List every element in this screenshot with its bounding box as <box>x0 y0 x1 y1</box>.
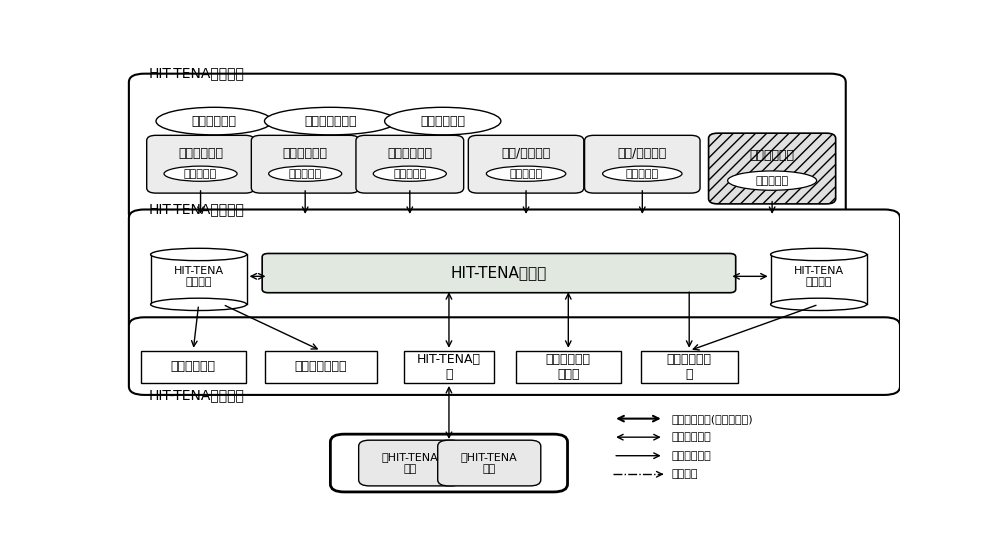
Text: 数据采集与回
放工具: 数据采集与回 放工具 <box>546 353 591 381</box>
FancyBboxPatch shape <box>251 136 359 193</box>
FancyBboxPatch shape <box>356 136 464 193</box>
FancyBboxPatch shape <box>129 209 900 333</box>
Ellipse shape <box>151 298 247 311</box>
Text: 中间件代理: 中间件代理 <box>626 169 659 179</box>
FancyBboxPatch shape <box>262 254 736 293</box>
Text: 单向数据传输: 单向数据传输 <box>671 451 711 461</box>
Text: 虚拟试验资源: 虚拟试验资源 <box>192 115 237 128</box>
Text: 半实物试验资源: 半实物试验资源 <box>304 115 357 128</box>
Text: HIT-TENA中间件: HIT-TENA中间件 <box>451 265 547 281</box>
Polygon shape <box>151 254 247 305</box>
Ellipse shape <box>164 166 237 181</box>
Ellipse shape <box>771 248 867 260</box>
Text: 数据档案管理
器: 数据档案管理 器 <box>667 353 712 381</box>
Bar <box>265 351 377 383</box>
Text: 非HIT-TENA
系统: 非HIT-TENA 系统 <box>382 452 439 474</box>
FancyBboxPatch shape <box>359 440 462 486</box>
Text: HIT-TENA
数据档案: HIT-TENA 数据档案 <box>794 265 844 287</box>
Text: 中间件代理: 中间件代理 <box>756 176 789 185</box>
Text: 资源仓库管理器: 资源仓库管理器 <box>295 361 347 374</box>
FancyBboxPatch shape <box>129 74 846 222</box>
Text: 中间件代理: 中间件代理 <box>184 169 217 179</box>
FancyBboxPatch shape <box>468 136 584 193</box>
Polygon shape <box>771 254 867 305</box>
Text: 实物试验资源: 实物试验资源 <box>420 115 465 128</box>
Text: 中间件代理: 中间件代理 <box>393 169 426 179</box>
Text: 试验资源应用: 试验资源应用 <box>178 147 223 160</box>
Text: 构建过程: 构建过程 <box>671 469 698 479</box>
Text: HIT-TENA公共设施: HIT-TENA公共设施 <box>148 202 244 216</box>
Bar <box>641 351 738 383</box>
FancyBboxPatch shape <box>129 318 900 395</box>
FancyBboxPatch shape <box>709 133 836 204</box>
FancyBboxPatch shape <box>585 136 700 193</box>
Text: 试验资源应用: 试验资源应用 <box>387 147 432 160</box>
Text: 试验资源应用: 试验资源应用 <box>283 147 328 160</box>
Text: 双向数据传输: 双向数据传输 <box>671 432 711 442</box>
Text: 消息调用传递(基于中间件): 消息调用传递(基于中间件) <box>671 414 753 423</box>
Bar <box>404 351 494 383</box>
Ellipse shape <box>151 248 247 260</box>
Ellipse shape <box>728 171 817 190</box>
Ellipse shape <box>373 166 446 181</box>
Text: HIT-TENA网
关: HIT-TENA网 关 <box>417 353 481 381</box>
Ellipse shape <box>771 298 867 311</box>
Text: HIT-TENA资源应用: HIT-TENA资源应用 <box>148 66 244 80</box>
Ellipse shape <box>486 166 566 181</box>
Text: HIT-TENA
资源仓库: HIT-TENA 资源仓库 <box>174 265 224 287</box>
Bar <box>141 351 246 383</box>
FancyBboxPatch shape <box>438 440 541 486</box>
Text: HIT-TENA基础工具: HIT-TENA基础工具 <box>148 389 244 403</box>
FancyBboxPatch shape <box>147 136 254 193</box>
Text: 中间件代理: 中间件代理 <box>289 169 322 179</box>
Ellipse shape <box>385 108 501 135</box>
Bar <box>516 351 621 383</box>
Text: 非HIT-TENA
系统: 非HIT-TENA 系统 <box>461 452 518 474</box>
Text: 环境资源应用: 环境资源应用 <box>750 149 795 162</box>
Ellipse shape <box>269 166 342 181</box>
Ellipse shape <box>603 166 682 181</box>
Ellipse shape <box>156 108 272 135</box>
Text: 分析/总结应用: 分析/总结应用 <box>618 147 667 160</box>
Ellipse shape <box>715 137 829 200</box>
Text: 中间件代理: 中间件代理 <box>510 169 543 179</box>
Text: 显示/监控应用: 显示/监控应用 <box>501 147 551 160</box>
Text: 对象模型工具: 对象模型工具 <box>171 361 216 374</box>
Ellipse shape <box>264 108 396 135</box>
FancyBboxPatch shape <box>330 434 568 492</box>
